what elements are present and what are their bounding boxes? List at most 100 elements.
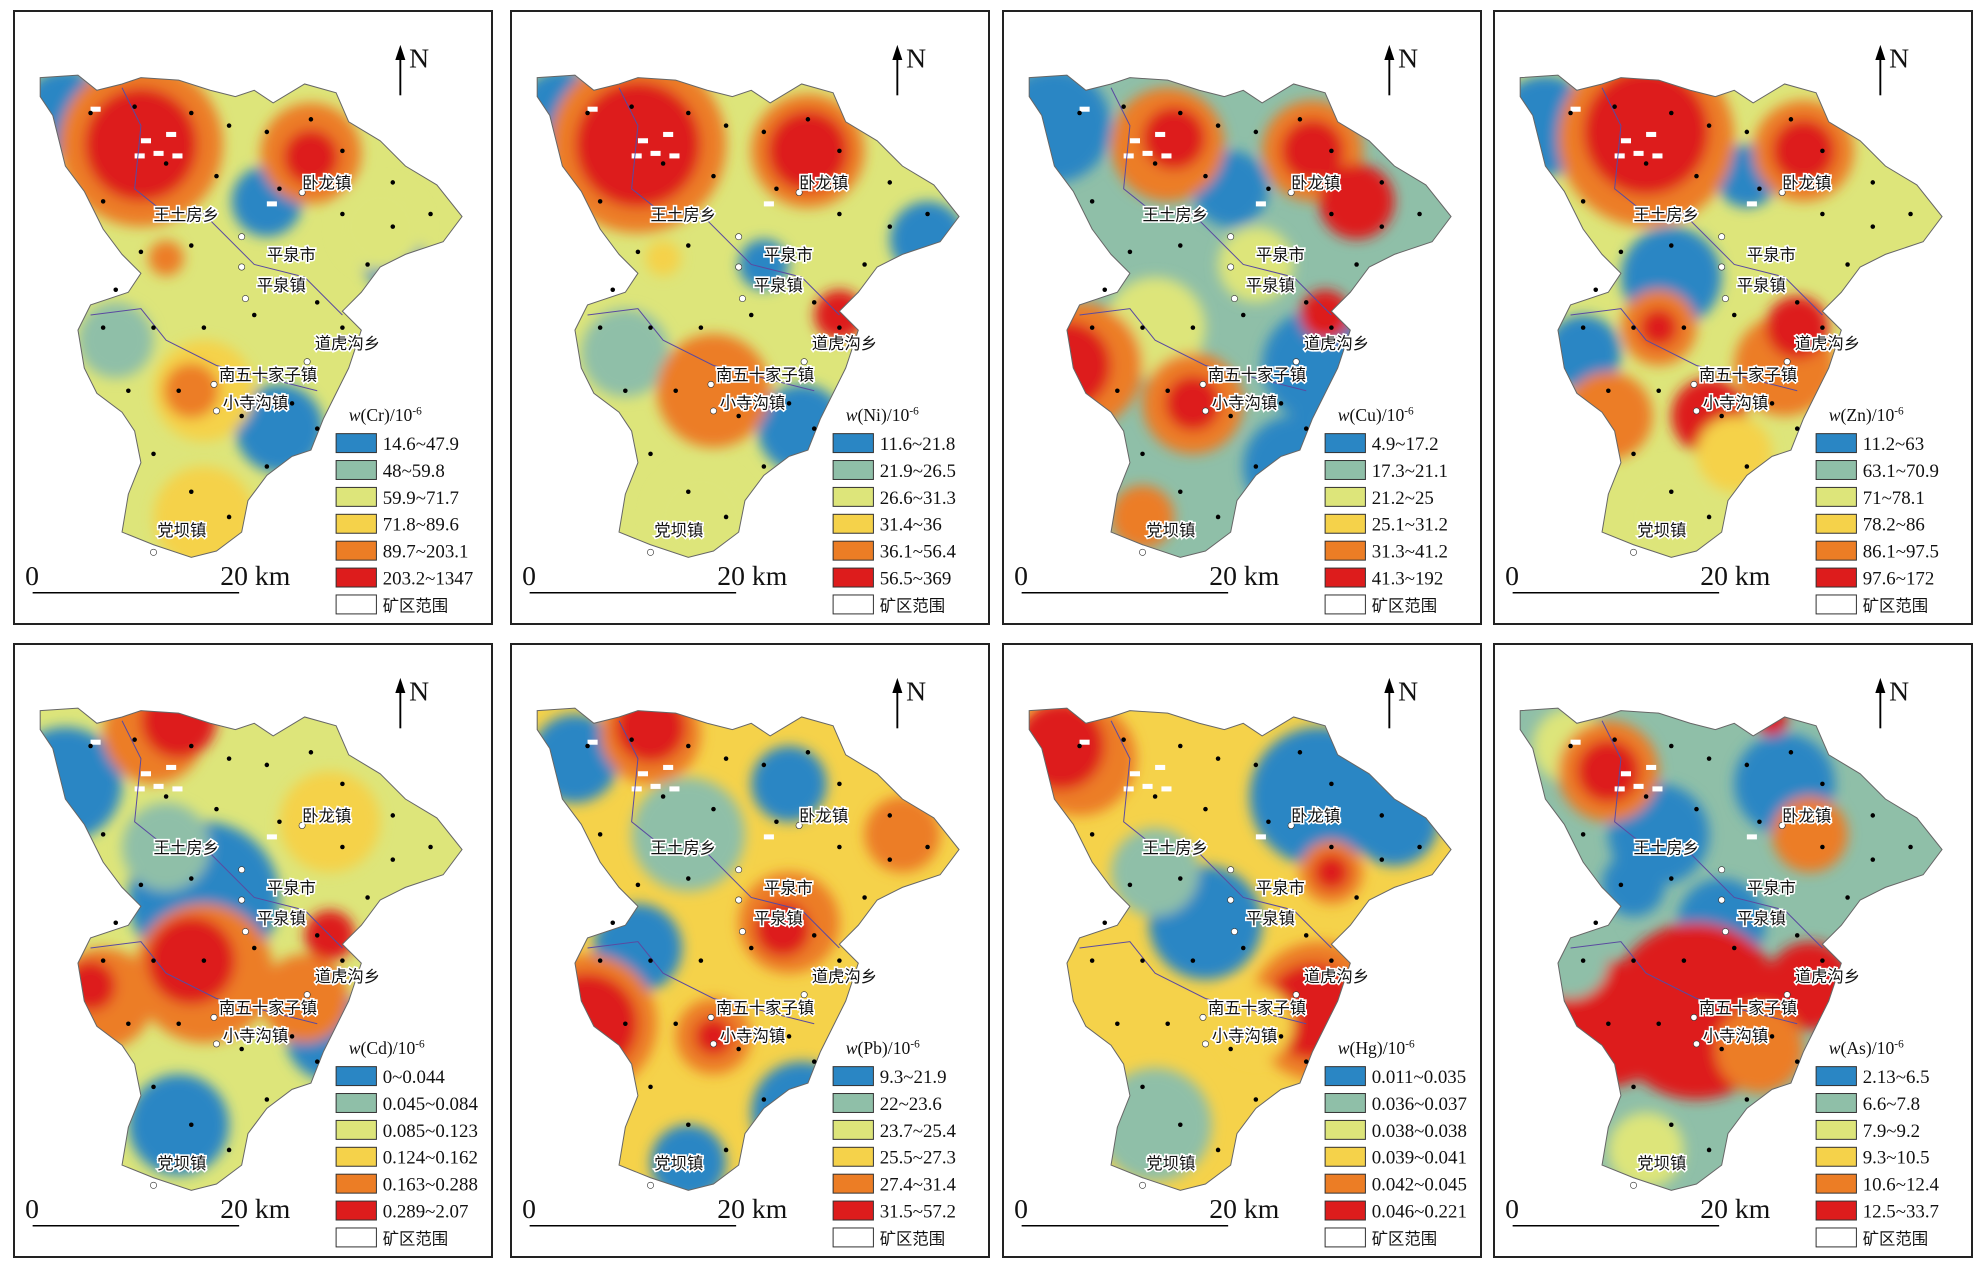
town-label: 党坝镇: [654, 1154, 703, 1173]
town-marker: [1721, 295, 1729, 303]
town-label: 平泉市: [1256, 246, 1305, 265]
sample-point: [365, 895, 370, 900]
mining-area: [1142, 150, 1153, 156]
sample-point: [264, 129, 270, 135]
concentration-zone: [153, 466, 255, 558]
mining-area: [669, 786, 680, 792]
legend: w(Cu)/10-6 4.9~17.2 17.3~21.1 21.2~25 25.1~3…: [1324, 405, 1448, 615]
mining-area: [1155, 131, 1166, 137]
town-marker: [213, 407, 220, 415]
town-marker: [150, 1181, 157, 1189]
sample-point: [251, 312, 257, 318]
sample-point: [1354, 262, 1359, 267]
mining-area: [637, 771, 648, 777]
sample-point: [597, 325, 603, 330]
town-label: 小寺沟镇: [223, 1026, 288, 1045]
town-marker: [710, 1040, 717, 1048]
legend-title: w(Cd)/10-6: [349, 1038, 425, 1058]
sample-point: [1612, 104, 1617, 109]
mining-area: [1161, 786, 1172, 792]
town-marker: [735, 233, 743, 241]
town-label: 卧龙镇: [302, 807, 351, 826]
legend-swatch: [335, 486, 377, 507]
concentration-zone: [1281, 119, 1344, 183]
mining-area: [587, 106, 598, 112]
sample-point: [610, 920, 616, 925]
sample-point: [1669, 1122, 1674, 1127]
sample-point: [1669, 876, 1674, 881]
sample-point: [1178, 743, 1183, 749]
sample-point: [1820, 325, 1825, 330]
sample-point: [176, 527, 181, 532]
sample-point: [151, 451, 156, 457]
sample-point: [925, 844, 930, 850]
scale-start: 0: [25, 1193, 39, 1224]
town-label: 南五十家子镇: [219, 999, 317, 1018]
town-label: 王土房乡: [1143, 205, 1208, 224]
town-label: 小寺沟镇: [720, 1026, 785, 1045]
sample-point: [264, 762, 270, 768]
legend-swatch: [832, 1173, 874, 1194]
legend-swatch: [1815, 433, 1857, 454]
legend-swatch: [832, 433, 874, 454]
legend-mining-area-label: 矿区范围: [1372, 1229, 1437, 1248]
legend-swatch: [1324, 1093, 1366, 1113]
mining-area: [1646, 131, 1657, 137]
concentration-zone: [767, 110, 849, 192]
legend-swatch: [832, 513, 874, 534]
sample-point: [314, 1059, 320, 1064]
sample-point: [1580, 832, 1586, 837]
sample-point: [736, 1046, 741, 1052]
legend: w(Pb)/10-6 9.3~21.9 22~23.6 23.7~25.4 25.5~2…: [832, 1038, 957, 1248]
concentration-zone: [581, 308, 670, 398]
legend-swatch: [1815, 567, 1857, 588]
town-label: 平泉镇: [1737, 276, 1786, 295]
sample-point: [226, 123, 232, 128]
sample-point: [610, 287, 616, 292]
mining-area: [90, 739, 101, 745]
sample-point: [1694, 806, 1699, 812]
concentration-zone: [279, 771, 381, 873]
sample-point: [1303, 426, 1309, 431]
town-label: 南五十家子镇: [716, 999, 814, 1018]
sample-point: [1127, 882, 1133, 888]
sample-point: [1379, 813, 1385, 818]
sample-point: [786, 401, 792, 406]
legend-swatch: [832, 1093, 874, 1113]
sample-point: [1297, 117, 1303, 122]
mining-area: [1746, 834, 1757, 840]
town-marker: [647, 548, 654, 556]
sample-point: [1417, 211, 1422, 217]
sample-point: [711, 173, 716, 179]
sample-point: [1354, 895, 1359, 900]
legend: w(Cr)/10-6 14.6~47.9 48~59.8 59.9~71.7 71.8~…: [335, 405, 473, 615]
mining-area: [1129, 138, 1140, 144]
mining-area: [1746, 201, 1757, 207]
sample-point: [1744, 129, 1750, 135]
mining-area: [1255, 834, 1266, 840]
sample-point: [302, 882, 307, 888]
mining-area: [1652, 153, 1663, 159]
legend-class-label: 0.085~0.123: [383, 1121, 478, 1142]
sample-point: [1127, 249, 1133, 255]
sample-point: [126, 388, 131, 393]
concentration-zone: [77, 302, 154, 379]
mining-area: [266, 201, 277, 207]
legend-class-label: 31.4~36: [880, 515, 942, 536]
town-marker: [738, 295, 746, 303]
concentration-zone: [1639, 308, 1678, 347]
sample-point: [1788, 117, 1794, 122]
region-boundary: [1519, 707, 1943, 1191]
legend-class-label: 23.7~25.4: [880, 1121, 957, 1142]
concentration-zone: [1218, 226, 1294, 303]
sample-point: [1303, 1059, 1309, 1064]
mining-area: [1161, 153, 1172, 159]
map-panel-ni: 卧龙镇 王土房乡 平泉市 平泉镇 道虎沟乡 南五十家子镇 小寺沟镇 党坝镇 N 0 20 km w(N…: [510, 10, 990, 625]
town-marker: [298, 822, 306, 829]
sample-point: [189, 489, 194, 494]
sample-point: [151, 325, 156, 330]
town-label: 平泉市: [1747, 879, 1796, 898]
concentration-zone: [163, 362, 219, 419]
